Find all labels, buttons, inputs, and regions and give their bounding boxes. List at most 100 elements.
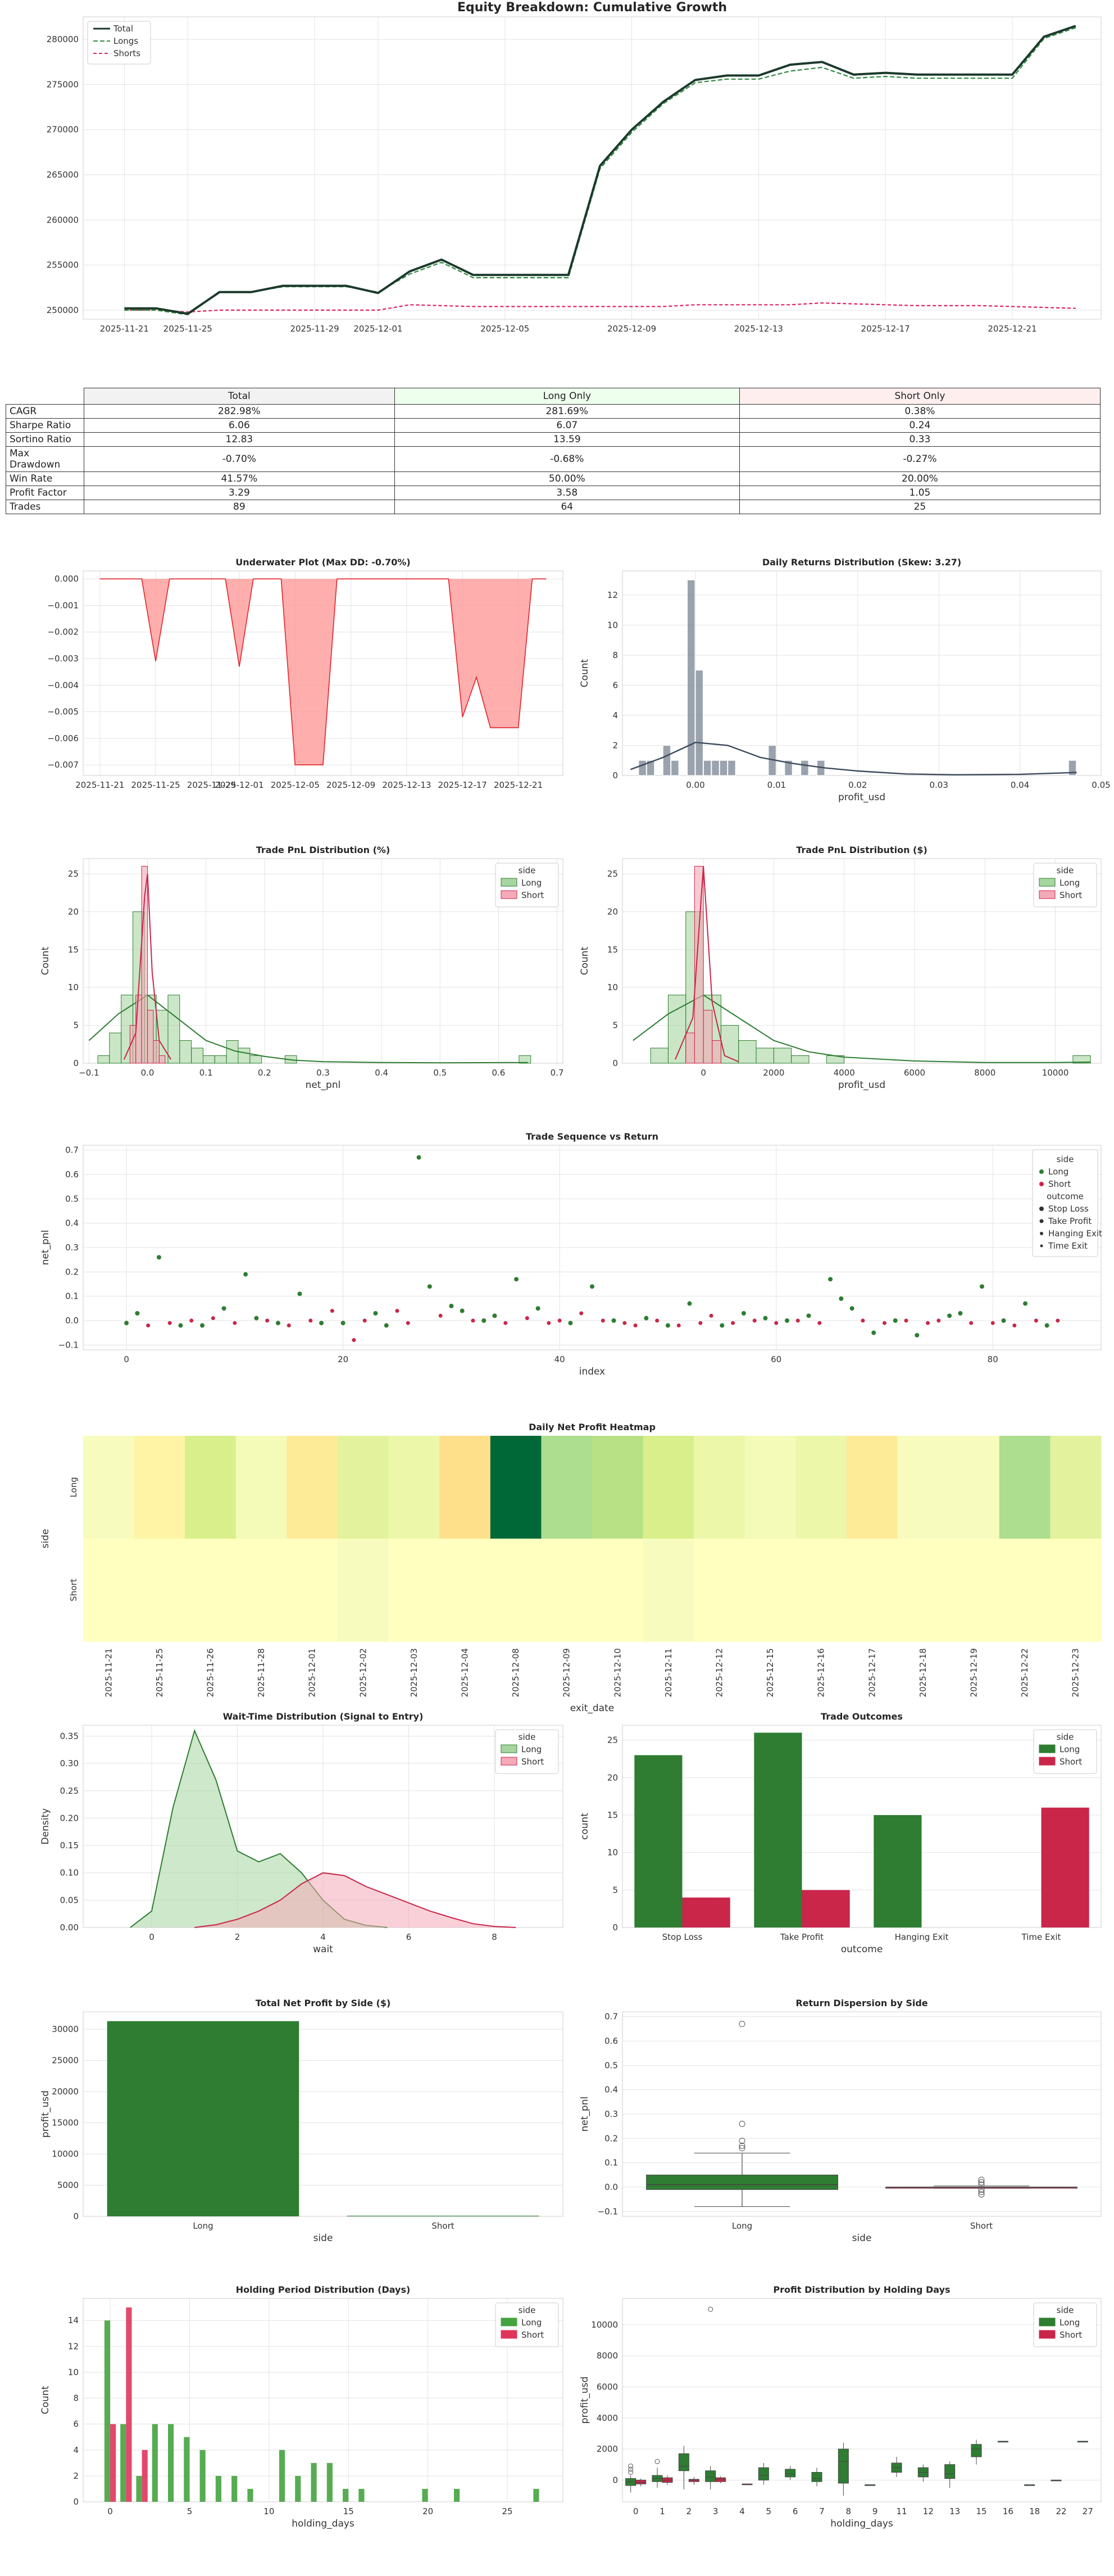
bar-long [874,1815,922,1928]
scatter-point-long [427,1284,432,1289]
x-tick-label: 2025-12-17 [861,324,910,334]
heatmap-cell [439,1436,491,1539]
series-line-total [124,25,1076,315]
scatter-point-short [471,1318,475,1323]
box-outlier [628,2466,634,2472]
x-tick-label: 2025-12-13 [382,780,431,790]
hist-bar-long [168,2424,174,2502]
y-tick-label: −0.006 [47,733,79,743]
x-tick-label: 0.3 [316,1068,330,1078]
hist-bar-long [109,1032,122,1064]
box-long [625,2478,636,2486]
y-axis-label: Count [579,946,590,975]
x-tick-label: 2025-12-01 [307,1648,317,1697]
y-tick-label: 8000 [597,2351,618,2361]
x-tick-label: 6 [406,1932,412,1942]
legend-label: Long [521,2318,542,2328]
x-tick-label: 8 [492,1932,497,1942]
x-tick-label: 0.01 [767,780,786,790]
y-tick-label: 265000 [47,170,79,180]
hist-bar [784,760,793,776]
scatter-point-short [362,1318,367,1323]
heatmap-cell [592,1539,644,1642]
y-axis-label: count [579,1813,590,1840]
scatter-point-short [352,1338,356,1343]
x-tick-label: 2025-12-15 [765,1648,775,1697]
legend-swatch [1039,878,1056,887]
stats-cell: 3.58 [394,486,740,500]
scatter-point-long [871,1330,876,1335]
hist-bar-long [136,2475,142,2502]
x-tick-label: 2025-12-01 [215,780,263,790]
y-tick-label: −0.002 [47,627,79,637]
y-tick-label: 5 [73,1021,79,1031]
hist-bar-long [343,2488,349,2502]
x-tick-label: 0.5 [433,1068,447,1078]
stats-header-cell: Short Only [739,388,1101,405]
scatter-point-long [243,1272,248,1277]
box-long [944,2464,956,2479]
y-tick-label: 0 [612,1922,618,1933]
hist-bar-short [685,1032,695,1064]
legend-swatch [501,1757,517,1766]
hist-bar-short [694,865,704,1064]
x-tick-label: 6000 [904,1068,925,1078]
scatter-point-long [665,1323,670,1328]
stats-cell: 64 [394,500,740,514]
y-tick-label: 0.25 [60,1786,79,1796]
y-tick-label: 0 [73,2497,79,2507]
stats-row: CAGR 282.98% 281.69% 0.38% [6,404,1101,419]
x-tick-label: 20 [422,2506,433,2516]
x-tick-label: 4 [320,1932,326,1942]
hist-bar [646,760,655,776]
hist-bar-short [158,1055,166,1064]
stats-row: Profit Factor 3.29 3.58 1.05 [6,486,1101,500]
y-tick-label: 0.0 [604,2182,618,2192]
scatter-point-long [460,1308,465,1313]
scatter-point-long [720,1323,725,1328]
kde-line-short [675,866,739,1063]
scatter-point-long [958,1311,963,1316]
chart-title: Holding Period Distribution (Days) [236,2284,411,2295]
y-tick-label: 0.1 [604,2158,618,2168]
legend-swatch [1039,1182,1044,1186]
kde-line-short [194,1872,516,1928]
y-tick-label: 10 [68,982,79,992]
x-tick-label: 2025-12-21 [988,324,1036,334]
scatter-point-short [676,1323,681,1328]
y-tick-label: 15000 [52,2118,79,2128]
hist-bar [695,670,703,776]
hist-bar-short [126,2307,132,2502]
x-tick-label: 2025-11-25 [131,780,180,790]
x-tick-label: 0.02 [848,780,867,790]
y-tick-label: 0.7 [65,1145,79,1155]
x-tick-label: 2025-12-21 [494,780,543,790]
scatter-point-long [254,1316,259,1321]
x-tick-label: 10000 [1042,1068,1069,1078]
legend-label: Long [1060,878,1080,888]
x-tick-label: 2025-12-13 [734,324,783,334]
stats-cell: 13.59 [394,432,740,447]
heatmap-cell [134,1436,185,1539]
scatter-point-short [774,1321,779,1325]
x-tick-label: 2025-12-03 [409,1648,419,1697]
x-tick-label: 0.6 [492,1068,506,1078]
heatmap-cell [948,1539,1000,1642]
scatter-point-short [622,1321,627,1325]
box-short [688,2479,699,2482]
underwater-line [99,578,547,765]
scatter-point-short [1012,1323,1017,1328]
stats-cell: 0.38% [739,404,1101,419]
x-tick-label: 0.2 [258,1068,271,1078]
legend-label: Long [1048,1167,1068,1177]
scatter-point-long [481,1318,486,1323]
legend-title: side [1057,1154,1074,1164]
scatter-point-short [547,1321,551,1325]
stats-cell: 6.06 [84,418,395,433]
heatmap-cell [744,1539,796,1642]
y-axis-label: side [40,1529,51,1549]
scatter-point-short [795,1318,800,1323]
scatter-point-short [936,1318,941,1323]
y-tick-label: 20 [607,1772,618,1783]
hist-bar [703,760,712,776]
